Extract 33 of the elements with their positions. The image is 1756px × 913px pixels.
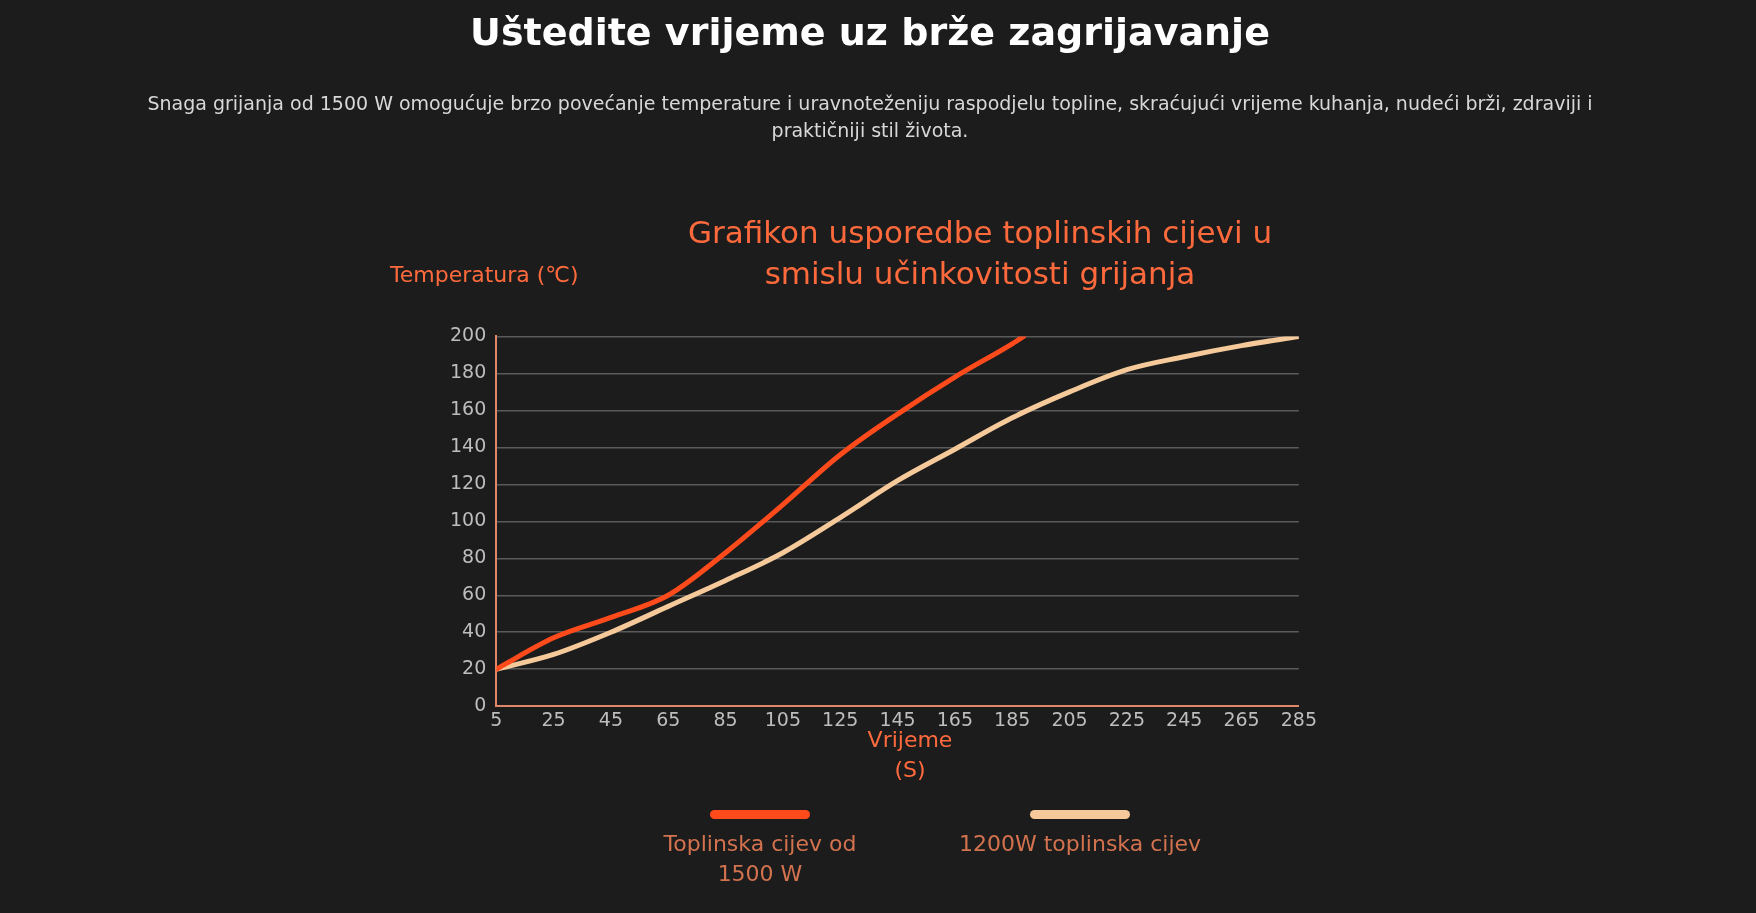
x-tick-label: 185: [994, 707, 1031, 730]
x-tick-label: 165: [936, 707, 974, 730]
x-tick-label: 245: [1166, 707, 1203, 730]
legend-label: Toplinska cijev od 1500 W: [662, 830, 858, 888]
y-tick-label: 160: [450, 397, 487, 420]
y-tick-label: 60: [462, 582, 487, 605]
x-axis-title: Vrijeme (S): [867, 727, 953, 782]
y-tick-label: 0: [474, 693, 487, 716]
x-tick-label: 145: [879, 707, 916, 730]
text: Snaga grijanja od 1500 W omogućuje brzo povećanje temperature i uravnoteženiju raspodjelu topline, skraćujući vrijeme kuhanja, nudeći brži, zdraviji i praktičniji stil života.: [146, 91, 1594, 143]
x-tick-label: 205: [1051, 707, 1088, 730]
y-axis-title: Temperatura (℃): [390, 262, 579, 287]
x-tick-label: 265: [1223, 707, 1260, 730]
y-tick-label: 40: [462, 619, 487, 642]
x-tick-label: 65: [656, 707, 681, 730]
y-tick-label: 200: [450, 323, 487, 346]
legend-label: 1200W toplinska cijev: [957, 830, 1203, 858]
x-tick-label: 285: [1280, 707, 1317, 730]
y-tick-label: 180: [450, 360, 487, 383]
x-tick-label: 85: [713, 707, 738, 730]
y-tick-label: 100: [450, 508, 487, 531]
y-tick-label: 80: [462, 545, 487, 568]
y-tick-label: 120: [450, 471, 487, 494]
x-tick-label: 225: [1108, 707, 1146, 730]
chart-title: Grafikon usporedbe toplinskih cijevi u smislu učinkovitosti grijanja: [686, 213, 1274, 293]
x-tick-label: 5: [490, 707, 503, 730]
text: Uštedite vrijeme uz brže zagrijavanje: [469, 10, 1271, 54]
x-tick-label: 25: [541, 707, 566, 730]
y-tick-label: 20: [462, 656, 487, 679]
x-tick-label: 105: [764, 707, 802, 730]
x-tick-label: 125: [822, 707, 859, 730]
y-tick-label: 140: [450, 434, 487, 457]
x-tick-label: 45: [598, 707, 624, 730]
